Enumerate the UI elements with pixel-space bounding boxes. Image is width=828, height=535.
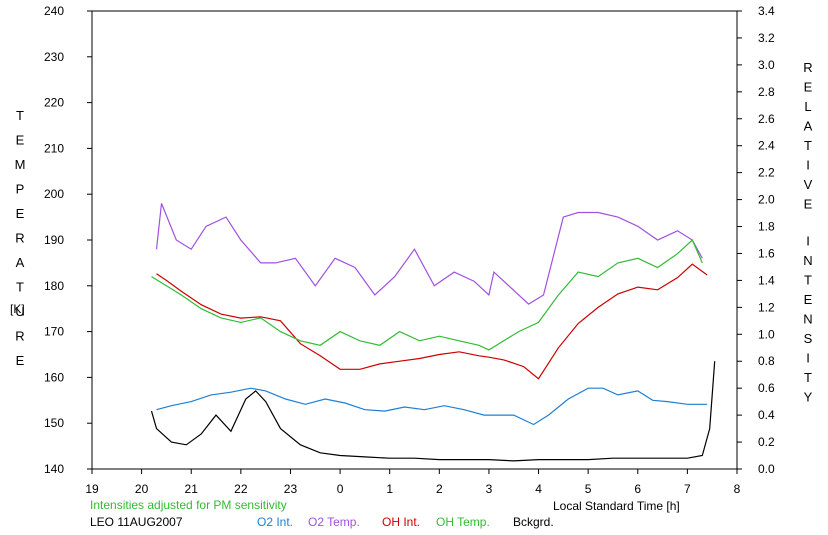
axis-title-letter: P	[16, 182, 25, 197]
axis-title-letter: T	[804, 138, 812, 153]
axis-title-letter: V	[804, 177, 813, 192]
x-tick-label: 1	[386, 482, 393, 496]
series-line-o2-temp	[155, 203, 703, 305]
axis-title-letter: M	[15, 157, 26, 172]
axis-title-letter: E	[804, 80, 813, 95]
axis-title-letter: L	[804, 99, 811, 114]
station-label: LEO 11AUG2007	[90, 515, 183, 529]
axis-title-letter: Y	[804, 390, 813, 405]
y-right-tick-label: 3.4	[758, 4, 775, 18]
y-right-tick-label: 1.6	[758, 246, 775, 260]
axis-title-letter: A	[804, 119, 813, 134]
x-tick-label: 0	[337, 482, 344, 496]
axis-title-letter: A	[16, 255, 25, 270]
legend-entry: O2 Int.	[257, 515, 293, 529]
axis-title-letter: T	[16, 280, 24, 295]
axis-title-letter: E	[16, 206, 25, 221]
y-left-tick-label: 220	[44, 96, 64, 110]
axis-title-letter: R	[803, 60, 812, 75]
left-axis-unit: [K]	[10, 302, 25, 316]
y-left-tick-label: 140	[44, 462, 64, 476]
x-axis-label: Local Standard Time [h]	[553, 499, 680, 513]
series-line-o2-int	[156, 387, 708, 426]
y-left-tick-label: 190	[44, 233, 64, 247]
axis-title-letter: T	[804, 273, 812, 288]
axis-title-letter: E	[16, 133, 25, 148]
y-right-tick-label: 2.2	[758, 166, 775, 180]
series-line-bckgrd	[150, 361, 716, 462]
y-right-tick-label: 2.6	[758, 112, 775, 126]
x-tick-label: 19	[85, 482, 99, 496]
sensitivity-note: Intensities adjusted for PM sensitivity	[90, 498, 287, 512]
y-right-tick-label: 1.0	[758, 327, 775, 341]
legend-entry: O2 Temp.	[308, 515, 360, 529]
y-right-tick-label: 0.2	[758, 435, 775, 449]
x-tick-label: 2	[436, 482, 443, 496]
x-tick-label: 8	[734, 482, 741, 496]
axis-title-letter: I	[806, 158, 810, 173]
x-tick-label: 7	[684, 482, 691, 496]
y-right-tick-label: 1.4	[758, 273, 775, 287]
axis-title-letter: U	[15, 304, 24, 319]
y-right-tick-label: 3.2	[758, 31, 775, 45]
x-tick-label: 3	[486, 482, 493, 496]
y-right-tick-label: 3.0	[758, 58, 775, 72]
axis-title-letter: E	[16, 353, 25, 368]
x-tick-label: 4	[535, 482, 542, 496]
axis-title-letter: R	[15, 231, 24, 246]
axis-title-letter: I	[806, 234, 810, 249]
y-right-tick-label: 2.8	[758, 85, 775, 99]
y-right-tick-label: 0.0	[758, 462, 775, 476]
axis-title-letter: T	[804, 370, 812, 385]
y-left-tick-label: 160	[44, 370, 64, 384]
axis-layer: 19 20 21 22 23 0 1 2 3 4 5 6 7 8140150160170180190200…	[44, 4, 775, 496]
series-layer	[150, 203, 716, 462]
x-tick-label: 5	[585, 482, 592, 496]
y-right-tick-label: 2.4	[758, 139, 775, 153]
y-left-tick-label: 210	[44, 141, 64, 155]
axis-title-letter: E	[804, 197, 813, 212]
x-tick-label: 22	[234, 482, 248, 496]
legend-entry: OH Temp.	[436, 515, 490, 529]
legend: O2 Int. O2 Temp. OH Int. OH Temp. Bckgrd.	[257, 515, 554, 529]
y-left-tick-label: 150	[44, 416, 64, 430]
y-right-tick-label: 2.0	[758, 193, 775, 207]
x-tick-label: 6	[634, 482, 641, 496]
y-right-tick-label: 1.8	[758, 220, 775, 234]
axis-title-letter: I	[806, 351, 810, 366]
y-left-tick-label: 240	[44, 4, 64, 18]
axis-title-letter: N	[803, 253, 812, 268]
plot-area-frame	[91, 10, 738, 470]
y-left-tick-label: 180	[44, 279, 64, 293]
legend-entry: OH Int.	[382, 515, 420, 529]
y-right-tick-label: 1.2	[758, 300, 775, 314]
axis-title-letter: N	[803, 312, 812, 327]
series-line-oh-int	[156, 263, 708, 380]
axis-title-letter: R	[15, 329, 24, 344]
y-right-tick-label: 0.4	[758, 408, 775, 422]
x-tick-label: 20	[135, 482, 149, 496]
axis-title-letter: E	[804, 292, 813, 307]
axis-title-letter: T	[16, 108, 24, 123]
axis-title-letter: S	[804, 331, 813, 346]
x-tick-label: 23	[284, 482, 298, 496]
y-right-tick-label: 0.8	[758, 354, 775, 368]
y-left-tick-label: 230	[44, 50, 64, 64]
y-left-tick-label: 200	[44, 187, 64, 201]
x-tick-label: 21	[185, 482, 199, 496]
y-left-tick-label: 170	[44, 325, 64, 339]
legend-entry: Bckgrd.	[513, 515, 554, 529]
y-right-tick-label: 0.6	[758, 381, 775, 395]
series-line-oh-temp	[151, 238, 703, 351]
